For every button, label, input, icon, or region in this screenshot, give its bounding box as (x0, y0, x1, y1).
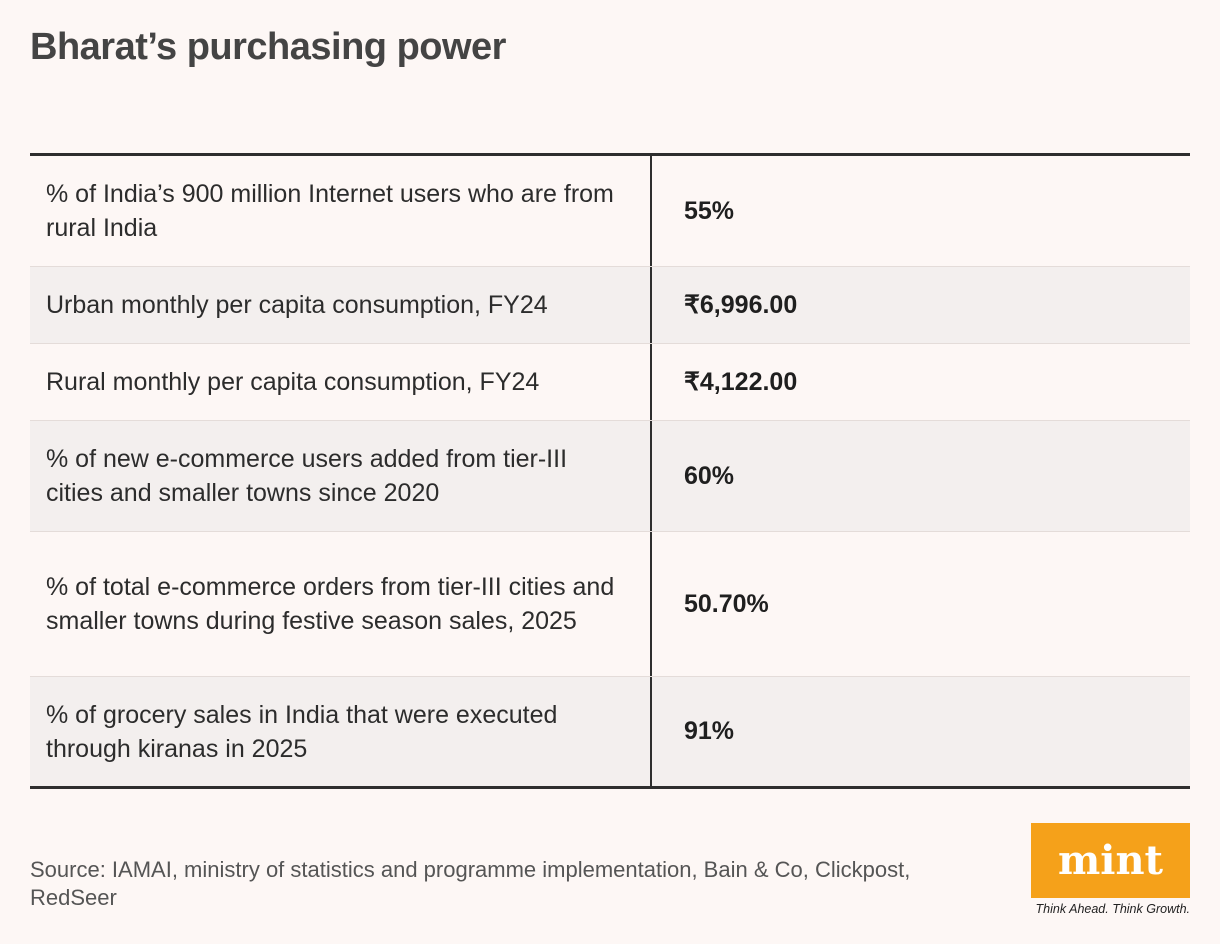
mint-logo: mint (1031, 823, 1190, 898)
source-note: Source: IAMAI, ministry of statistics an… (30, 857, 911, 910)
table-row: % of grocery sales in India that were ex… (30, 677, 1190, 786)
table-row: % of India’s 900 million Internet users … (30, 156, 1190, 267)
row-value: 55% (684, 196, 735, 225)
table-row: % of new e-commerce users added from tie… (30, 421, 1190, 532)
row-value: 50.70% (684, 589, 769, 618)
row-value: ₹6,996.00 (684, 291, 798, 319)
row-label: % of new e-commerce users added from tie… (30, 421, 652, 531)
row-value: 60% (684, 461, 735, 490)
logo-tagline: Think Ahead. Think Growth. (1035, 902, 1190, 916)
chart-title: Bharat’s purchasing power (30, 26, 506, 68)
table-row: Urban monthly per capita consumption, FY… (30, 267, 1190, 344)
row-label: Rural monthly per capita consumption, FY… (30, 344, 652, 420)
data-table: % of India’s 900 million Internet users … (30, 153, 1190, 789)
row-label: % of India’s 900 million Internet users … (30, 156, 652, 266)
row-label: % of grocery sales in India that were ex… (30, 677, 652, 786)
row-value: 91% (684, 717, 735, 745)
table-row: Rural monthly per capita consumption, FY… (30, 344, 1190, 421)
row-label: Urban monthly per capita consumption, FY… (30, 267, 652, 343)
table-row: % of total e-commerce orders from tier-I… (30, 532, 1190, 677)
row-value: ₹4,122.00 (684, 368, 798, 396)
row-label: % of total e-commerce orders from tier-I… (30, 532, 652, 676)
logo-text: mint (1057, 837, 1164, 884)
